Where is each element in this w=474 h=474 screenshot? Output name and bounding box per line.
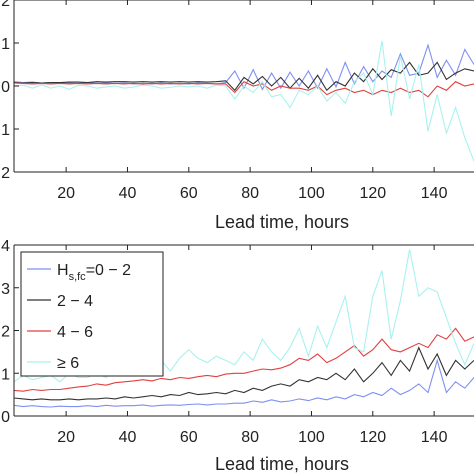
legend-box: [20, 251, 164, 377]
y-tick-label: 0: [1, 409, 10, 426]
series-line-0: [14, 358, 474, 408]
legend-label-main: 4 − 6: [57, 324, 93, 341]
y-tick-label: 0: [1, 79, 10, 96]
x-axis-title: Lead time, hours: [215, 454, 349, 474]
x-tick-label: 60: [180, 429, 198, 446]
top-panel: 20 40 60 80 100 120 140 2 1 0 1 2 Lead time, hours: [1, 0, 474, 232]
legend-label-2: 4 − 6: [57, 324, 93, 341]
series-line-2: [14, 81, 474, 98]
y-tick-label: 3: [1, 281, 10, 298]
legend-label-0: Hs,fc=0 − 2: [57, 262, 131, 283]
x-tick-label: 20: [57, 429, 75, 446]
x-tick-label: 120: [359, 185, 386, 202]
x-tick-label: 100: [298, 185, 325, 202]
y-tick-label: 1: [1, 122, 10, 139]
series-line-1: [14, 61, 474, 92]
series-group: [14, 40, 474, 162]
x-tick-label: 60: [180, 185, 198, 202]
y-tick-label: 2: [1, 0, 10, 10]
legend-label-main: H: [57, 262, 69, 279]
y-tick-label: 1: [1, 366, 10, 383]
x-tick-label: 40: [119, 185, 137, 202]
series-line-3: [14, 40, 474, 162]
x-tick-label: 140: [421, 429, 448, 446]
x-tick-label: 80: [241, 429, 259, 446]
y-tick-label: 2: [1, 165, 10, 182]
x-tick-label: 20: [57, 185, 75, 202]
x-tick-label: 120: [359, 429, 386, 446]
x-tick-label: 80: [241, 185, 259, 202]
y-tick-label: 2: [1, 324, 10, 341]
x-tick-label: 100: [298, 429, 325, 446]
legend: Hs,fc=0 − 2 2 − 4 4 − 6 ≥ 6: [20, 251, 164, 377]
x-axis-title: Lead time, hours: [215, 212, 349, 232]
legend-label-1: 2 − 4: [57, 293, 93, 310]
y-tick-label: 4: [1, 238, 10, 255]
x-tick-label: 40: [119, 429, 137, 446]
x-tick-label: 140: [421, 185, 448, 202]
series-line-0: [14, 43, 474, 91]
legend-label-subscript: s,fc: [69, 271, 87, 283]
series-line-2: [14, 327, 474, 392]
bottom-panel: 20 40 60 80 100 120 140 0 1 2 3 4 Lead time, hours Hs…: [1, 238, 474, 474]
legend-label-range: =0 − 2: [86, 262, 131, 279]
legend-label-main: 2 − 4: [57, 293, 93, 310]
series-line-1: [14, 346, 474, 401]
legend-label-main: ≥ 6: [57, 355, 79, 372]
y-tick-label: 1: [1, 36, 10, 53]
legend-label-3: ≥ 6: [57, 355, 79, 372]
